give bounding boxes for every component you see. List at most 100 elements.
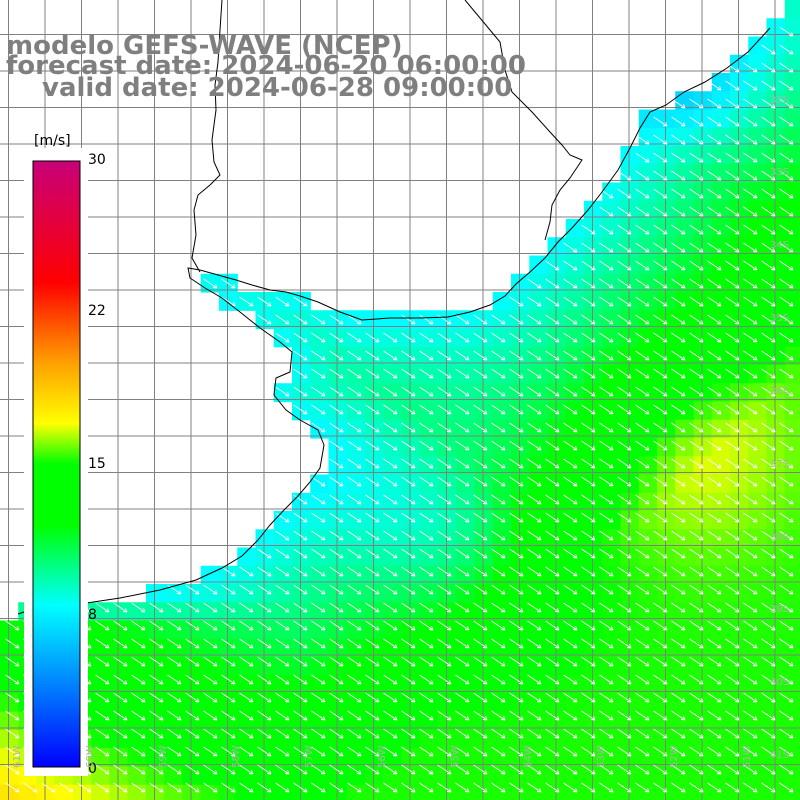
wind-arrow — [131, 764, 146, 775]
wind-speed-cell — [91, 693, 111, 713]
wind-arrow — [329, 422, 344, 433]
wind-arrow — [761, 404, 776, 415]
colorbar-tick-0: 0 — [88, 761, 97, 777]
wind-speed-cell — [383, 365, 403, 384]
wind-speed-cell — [383, 748, 403, 768]
wind-arrow — [347, 458, 362, 469]
wind-arrow — [419, 638, 434, 649]
wind-speed-cell — [419, 547, 439, 567]
wind-speed-cell — [711, 693, 731, 713]
wind-arrow — [383, 710, 398, 721]
wind-arrow — [347, 512, 362, 523]
wind-arrow — [473, 440, 488, 451]
wind-arrow — [581, 602, 596, 613]
wind-speed-cell — [474, 657, 494, 676]
wind-arrow — [635, 134, 650, 145]
wind-speed-cell — [200, 730, 220, 749]
wind-speed-cell — [456, 657, 476, 676]
wind-arrow — [761, 782, 776, 793]
wind-speed-cell — [401, 657, 421, 676]
wind-speed-cell — [766, 547, 786, 567]
wind-speed-cell — [657, 346, 676, 366]
country-border — [191, 0, 223, 273]
wind-speed-cell — [730, 127, 749, 147]
wind-arrow — [707, 224, 722, 235]
wind-arrow — [509, 494, 524, 505]
wind-speed-cell — [219, 784, 238, 800]
wind-arrow — [743, 494, 758, 505]
wind-speed-cell — [547, 346, 567, 366]
wind-speed-cell — [638, 127, 658, 147]
wind-speed-cell — [492, 748, 512, 768]
wind-arrow — [221, 782, 236, 793]
wind-arrow — [167, 728, 182, 739]
wind-speed-cell — [511, 419, 530, 439]
wind-arrow — [365, 746, 380, 757]
wind-arrow — [581, 566, 596, 577]
wind-arrow — [725, 404, 740, 415]
wind-speed-cell — [547, 237, 567, 257]
wind-arrow — [581, 494, 596, 505]
wind-arrow — [725, 242, 740, 253]
wind-arrow — [293, 656, 308, 667]
wind-arrow — [347, 404, 362, 415]
wind-arrow — [221, 764, 236, 775]
wind-speed-cell — [620, 292, 640, 311]
wind-arrow — [617, 494, 632, 505]
wind-speed-cell — [711, 730, 731, 749]
wind-speed-cell — [730, 474, 749, 494]
wind-speed-cell — [784, 693, 800, 713]
wind-speed-cell — [383, 511, 403, 530]
wind-speed-cell — [91, 784, 111, 800]
wind-arrow — [653, 116, 668, 127]
wind-arrow — [437, 458, 452, 469]
wind-speed-cell — [766, 255, 786, 275]
wind-speed-cell — [711, 657, 731, 676]
wind-speed-cell — [784, 711, 800, 731]
wind-arrow — [653, 296, 668, 307]
wind-speed-cell — [273, 565, 293, 585]
wind-arrow — [527, 350, 542, 361]
lon-label: 54W — [523, 745, 534, 768]
wind-arrow — [689, 296, 704, 307]
wind-arrow — [689, 728, 704, 739]
wind-speed-cell — [255, 693, 275, 713]
wind-speed-cell — [401, 365, 421, 384]
wind-speed-cell — [109, 766, 129, 786]
wind-arrow — [743, 62, 758, 73]
lat-label: 40S — [770, 677, 790, 688]
wind-arrow — [635, 296, 650, 307]
wind-arrow — [599, 386, 614, 397]
wind-arrow — [725, 116, 740, 127]
wind-speed-cell — [565, 273, 585, 293]
wind-arrow — [725, 314, 740, 325]
wind-speed-cell — [200, 602, 220, 622]
wind-arrow — [311, 350, 326, 361]
wind-arrow — [419, 620, 434, 631]
wind-arrow — [617, 512, 632, 523]
wind-arrow — [743, 260, 758, 271]
wind-speed-cell — [310, 748, 330, 768]
wind-arrow — [509, 386, 524, 397]
wind-speed-cell — [54, 784, 74, 800]
wind-arrow — [293, 386, 308, 397]
wind-arrow — [509, 602, 524, 613]
wind-arrow — [401, 764, 416, 775]
wind-arrow — [599, 296, 614, 307]
wind-speed-cell — [711, 492, 731, 512]
wind-arrow — [689, 440, 704, 451]
wind-arrow — [509, 674, 524, 685]
wind-arrow — [239, 620, 254, 631]
wind-speed-cell — [511, 438, 530, 457]
wind-arrow — [761, 152, 776, 163]
wind-speed-cell — [346, 784, 366, 800]
wind-arrow — [617, 584, 632, 595]
wind-arrow — [293, 494, 308, 505]
wind-speed-cell — [328, 620, 348, 640]
wind-arrow — [743, 548, 758, 559]
wind-arrow — [707, 404, 722, 415]
wind-arrow — [401, 566, 416, 577]
wind-arrow — [401, 638, 416, 649]
wind-arrow — [581, 278, 596, 289]
wind-arrow — [581, 440, 596, 451]
